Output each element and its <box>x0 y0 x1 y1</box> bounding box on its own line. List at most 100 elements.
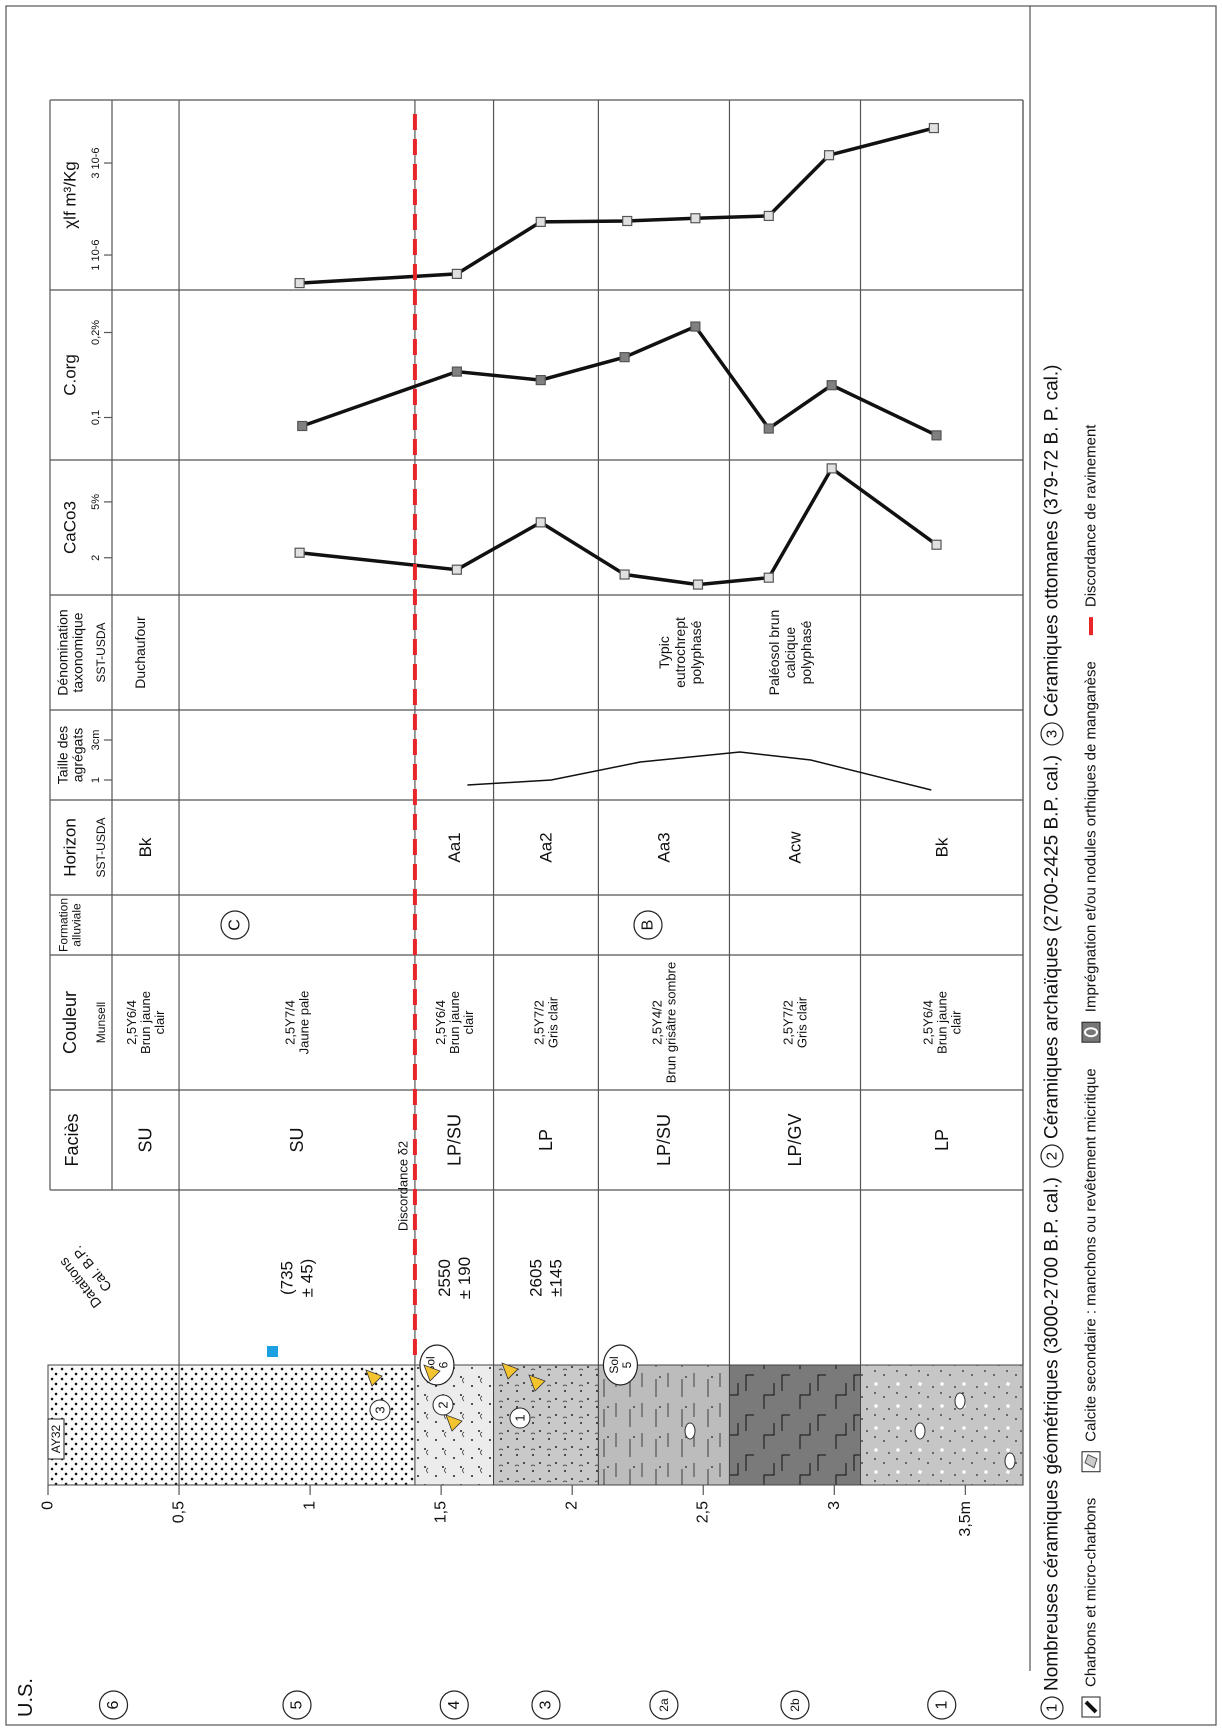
legend-icon <box>1084 1454 1098 1469</box>
plot-tick-label: 3 10-6 <box>90 147 102 178</box>
us-label: 3 <box>537 1700 554 1709</box>
ceramic-number: 2 <box>436 1401 451 1408</box>
horizon: Bk <box>136 837 155 857</box>
plot-tick-label: 2 <box>90 555 102 561</box>
legend-circle <box>1040 1144 1064 1168</box>
couleur: Jaune pale <box>296 991 311 1055</box>
denomination: eutrochrept <box>672 617 688 688</box>
us-circle <box>927 1690 957 1720</box>
datation: ± 190 <box>455 1257 474 1299</box>
depth-tick-label: 0 <box>40 1501 57 1510</box>
couleur: clair <box>948 1010 963 1035</box>
us-circle <box>98 1690 129 1720</box>
legend-icon <box>1081 1021 1101 1043</box>
depth-tick-label: 3,5m <box>957 1501 974 1537</box>
legend-number: 2 <box>1044 1152 1061 1160</box>
subheader: SST-USDA <box>94 817 108 877</box>
us-circle <box>780 1690 810 1720</box>
plot-marker <box>928 122 939 134</box>
plot-line <box>299 126 935 285</box>
header: taxonomique <box>70 612 86 692</box>
formation: C <box>227 919 244 931</box>
horizon: Aa1 <box>445 832 464 862</box>
legend-icon <box>1084 1700 1098 1714</box>
us-circle <box>439 1690 469 1720</box>
legend-text: Imprégnation et/ou nodules orthiques de … <box>1083 661 1100 1012</box>
facies: LP <box>536 1129 556 1151</box>
log-label: AY32 <box>49 1424 63 1453</box>
us-label: 1 <box>933 1700 950 1709</box>
plot-marker <box>619 569 630 580</box>
plot-line <box>467 751 932 791</box>
plot-title: CaCo3 <box>61 501 80 554</box>
couleur: 2,5Y6/4 <box>124 1000 139 1045</box>
header: Formation <box>57 898 71 952</box>
legend-text: Discordance de ravinement <box>1083 424 1100 607</box>
manganese-nodule <box>1004 1452 1016 1470</box>
datation: ±145 <box>546 1259 565 1297</box>
ceramic-shard <box>445 1414 463 1432</box>
couleur: 2,5Y4/2 <box>649 1000 664 1045</box>
couleur: Gris clair <box>794 996 809 1048</box>
legend-text: Charbons et micro-charbons <box>1083 1498 1100 1687</box>
header: Horizon <box>61 818 80 877</box>
plot-marker <box>826 380 837 391</box>
formation-circle <box>220 910 250 940</box>
outer-frame <box>5 5 1217 1726</box>
couleur: clair <box>461 1010 476 1035</box>
ceramic-shard <box>528 1374 546 1392</box>
legend-text: Céramiques ottomanes (379-72 B. P. cal.) <box>1042 365 1063 717</box>
denomination: calcique <box>782 627 798 679</box>
horizon: Bk <box>932 837 951 857</box>
couleur: Brun grisâtre sombre <box>663 962 678 1083</box>
us-label: 2b <box>788 1698 802 1712</box>
ceramic-circle <box>432 1394 454 1416</box>
couleur: 2,5Y7/2 <box>780 1000 795 1045</box>
plot-marker <box>826 463 837 474</box>
log-layer <box>47 1364 180 1486</box>
plot-marker <box>535 517 546 528</box>
us-circle <box>649 1690 679 1720</box>
ceramic-shard <box>365 1369 383 1387</box>
manganese-nodule <box>954 1392 966 1410</box>
plot-marker <box>294 277 305 289</box>
couleur: 2,5Y6/4 <box>433 1000 448 1045</box>
manganese-nodule <box>684 1422 696 1440</box>
header: Dénomination <box>55 609 71 695</box>
discordance-label: Discordance δ2 <box>395 1141 410 1231</box>
ceramic-circle <box>369 1399 391 1421</box>
legend-number: 1 <box>1044 1704 1061 1712</box>
log-layer <box>493 1364 599 1486</box>
legend-text: Calcite secondaire : manchons ou revêtem… <box>1083 1068 1100 1442</box>
plot-marker <box>622 215 633 227</box>
ceramic-circle <box>509 1407 531 1429</box>
couleur: 2,5Y6/4 <box>920 1000 935 1045</box>
couleur: 2,5Y7/2 <box>531 1000 546 1045</box>
denomination: Paléosol brun <box>766 610 782 696</box>
plot-marker <box>619 352 630 363</box>
plot-marker <box>763 572 774 583</box>
plot-marker <box>931 430 942 441</box>
plot-tick-label: 5% <box>90 494 102 510</box>
denomination: polyphasé <box>688 620 704 684</box>
datation: 2605 <box>526 1259 545 1297</box>
facies: LP/GV <box>785 1113 805 1166</box>
plot-marker <box>297 420 308 432</box>
legend-number: 3 <box>1044 730 1061 738</box>
manganese-nodule <box>914 1422 926 1440</box>
couleur: Gris clair <box>545 996 560 1048</box>
plot-title: χlf m³/Kg <box>61 161 80 229</box>
plot-tick-label: 1 10-6 <box>90 239 102 270</box>
plot-marker <box>451 366 462 377</box>
plot-marker <box>690 321 701 332</box>
log-layer <box>728 1364 861 1486</box>
horizon: Aa3 <box>654 832 673 862</box>
depth-tick-label: 1,5 <box>433 1501 450 1523</box>
sample-marker <box>267 1346 278 1357</box>
depth-tick-label: 2,5 <box>695 1501 712 1523</box>
facies: SU <box>136 1127 156 1152</box>
depth-tick-label: 2 <box>564 1501 581 1510</box>
legend-icon <box>1084 1027 1098 1038</box>
plot-marker <box>451 564 462 575</box>
